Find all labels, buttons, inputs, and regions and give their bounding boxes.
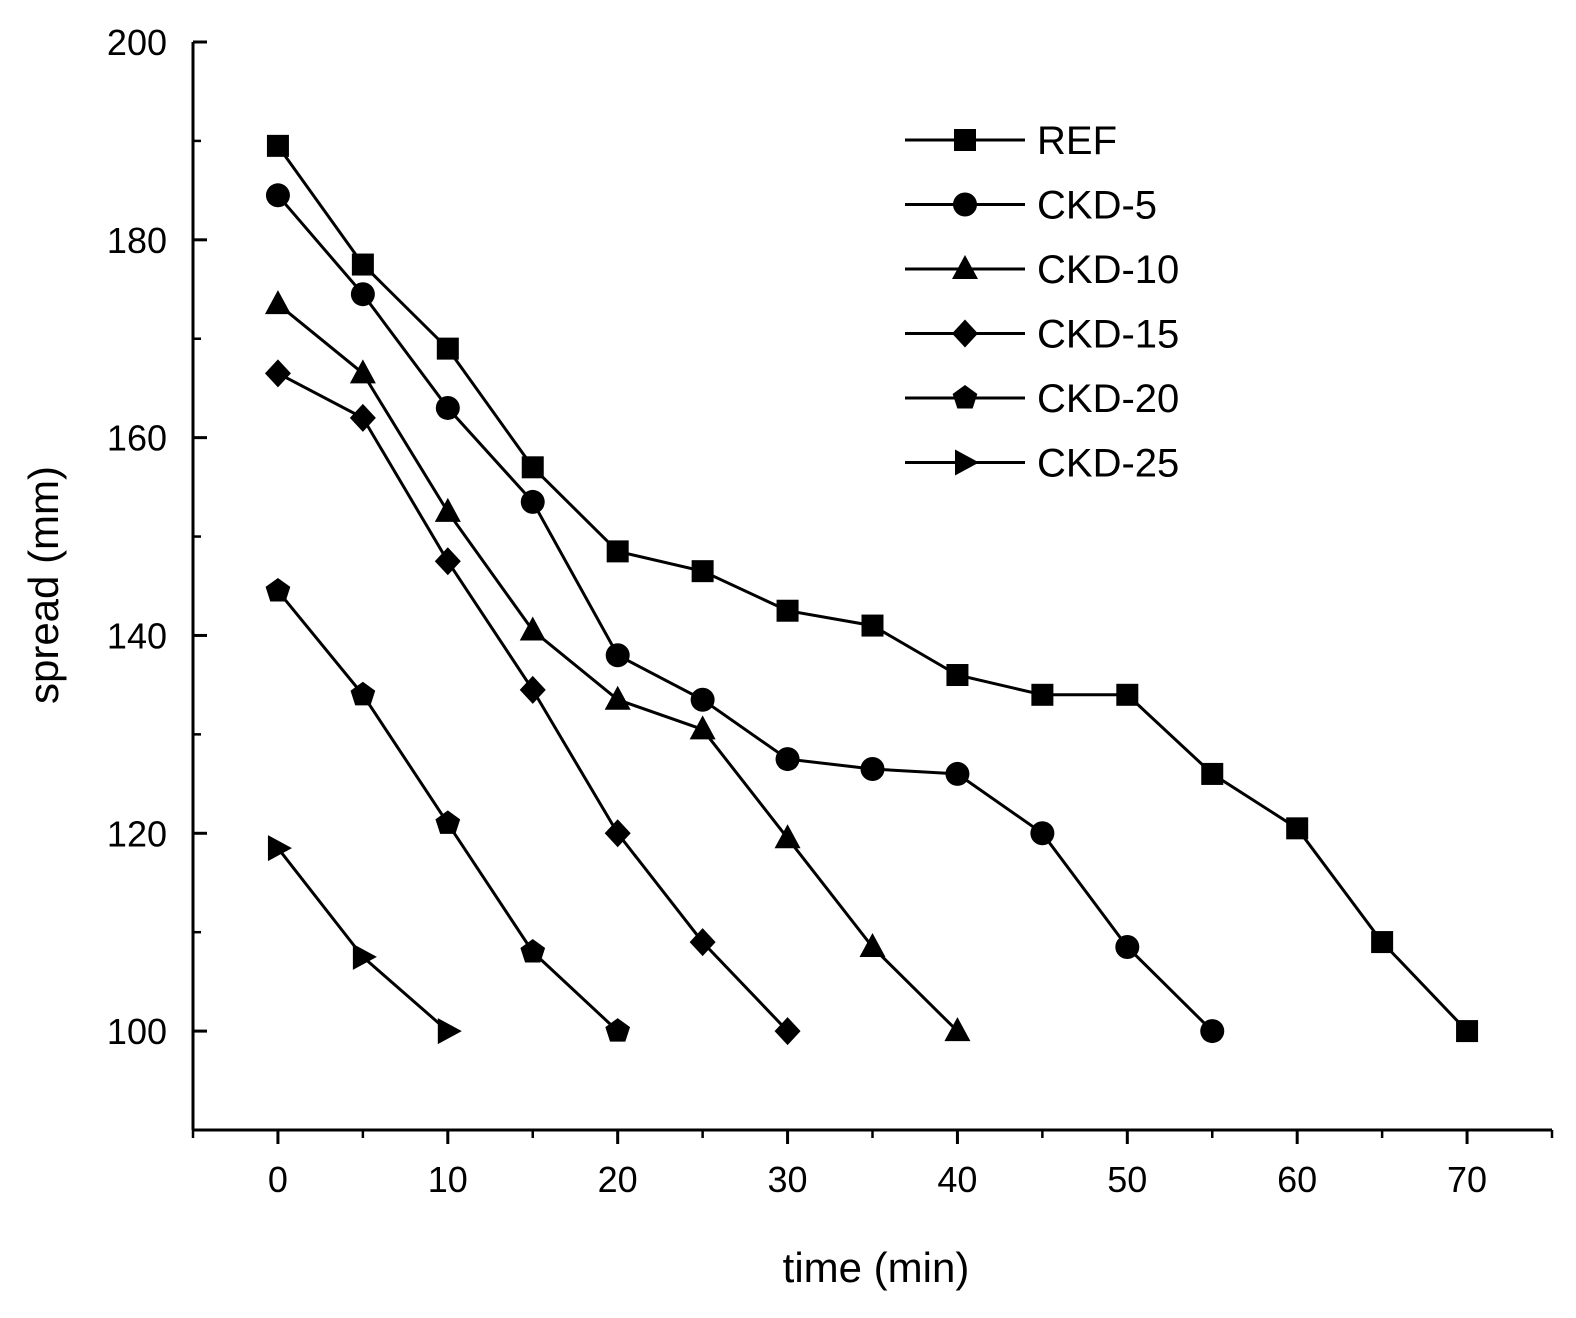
y-tick-label: 100 [107,1011,167,1052]
legend-marker-pentagon [952,385,978,409]
data-point-ckd-5 [435,395,460,420]
legend-item-ckd-5: CKD-5 [905,184,1157,228]
legend-marker-square [954,129,976,151]
legend-marker-triangle-right [955,449,979,476]
series-layer [264,134,1479,1046]
data-point-ckd-5 [1030,821,1055,846]
x-tick-label: 10 [428,1159,468,1200]
data-point-ref [436,337,459,360]
data-point-ckd-5 [605,643,630,668]
data-point-ref [946,664,969,687]
y-tick-label: 120 [107,813,167,854]
data-point-ref [1031,683,1054,706]
data-point-ckd-10 [604,685,631,710]
data-point-ckd-25 [267,835,292,862]
data-point-ckd-10 [434,497,461,522]
data-point-ref [1371,931,1394,954]
data-point-ref [1201,762,1224,785]
data-point-ckd-15 [519,675,546,704]
data-point-ckd-15 [349,403,376,432]
x-axis-title: time (min) [783,1244,970,1291]
data-point-ckd-5 [520,489,545,514]
y-tick-label: 180 [107,220,167,261]
legend-label: CKD-10 [1037,248,1179,292]
data-point-ckd-25 [437,1018,462,1045]
data-point-ckd-20 [350,681,376,706]
data-point-ref [1286,817,1309,840]
data-point-ref [351,253,374,276]
data-point-ckd-10 [689,715,716,740]
legend: REF CKD-5 CKD-10 CKD-15 CKD-20 CKD-25 [905,119,1179,486]
data-point-ckd-10 [349,359,376,384]
y-tick-label: 160 [107,418,167,459]
data-point-ckd-10 [264,290,291,315]
data-point-ckd-15 [264,359,291,388]
data-point-ref [521,456,544,479]
data-point-ckd-5 [350,282,375,307]
x-tick-label: 20 [598,1159,638,1200]
data-point-ckd-25 [352,943,377,970]
legend-item-ref: REF [905,119,1117,163]
data-point-ckd-5 [690,687,715,712]
data-point-ckd-20 [520,938,546,963]
series-ref [266,134,1479,1043]
data-point-ckd-10 [774,824,801,849]
data-point-ckd-5 [265,183,290,208]
data-point-ckd-20 [605,1018,631,1042]
data-point-ckd-5 [1200,1019,1225,1044]
x-tick-label: 50 [1107,1159,1147,1200]
data-point-ref [1116,683,1139,706]
data-point-ckd-20 [435,810,461,834]
legend-marker-circle [953,192,977,217]
data-point-ref [266,134,289,157]
data-point-ckd-15 [689,928,716,957]
legend-label: REF [1037,119,1117,163]
data-point-ckd-10 [519,616,546,641]
y-axis-title: spread (mm) [20,466,67,704]
series-ckd-10 [264,290,971,1042]
data-point-ckd-15 [604,819,631,848]
legend-item-ckd-10: CKD-10 [905,248,1179,292]
x-tick-label: 0 [268,1159,288,1200]
legend-item-ckd-20: CKD-20 [905,377,1179,421]
data-point-ref [606,540,629,563]
y-tick-label: 140 [107,615,167,656]
series-ckd-25 [267,835,462,1045]
legend-label: CKD-25 [1037,442,1179,486]
legend-label: CKD-15 [1037,313,1179,357]
data-point-ckd-5 [775,747,800,772]
data-point-ckd-15 [774,1017,801,1046]
series-ckd-5 [265,183,1225,1044]
legend-item-ckd-25: CKD-25 [905,442,1179,486]
data-point-ckd-15 [434,547,461,576]
legend-item-ckd-15: CKD-15 [905,313,1179,357]
x-tick-label: 60 [1277,1159,1317,1200]
legend-marker-triangle [952,255,978,279]
y-tick-label: 200 [107,22,167,63]
series-ckd-20 [265,577,631,1042]
data-point-ckd-10 [944,1017,971,1042]
data-point-ckd-5 [945,761,970,786]
data-point-ref [1456,1020,1479,1043]
data-point-ref [691,560,714,583]
data-point-ckd-10 [859,933,886,958]
x-tick-label: 30 [768,1159,808,1200]
data-point-ref [861,614,884,637]
data-point-ckd-5 [860,756,885,781]
axes: 100 120 140 160 180 200 0 10 20 30 40 50 60 70 [107,22,1554,1200]
data-point-ref [776,599,799,622]
data-point-ckd-5 [1115,935,1140,960]
x-tick-label: 70 [1447,1159,1487,1200]
data-point-ckd-20 [265,577,291,602]
x-tick-label: 40 [937,1159,977,1200]
legend-label: CKD-5 [1037,184,1157,228]
legend-marker-diamond [952,319,978,348]
legend-label: CKD-20 [1037,377,1179,421]
series-ckd-15 [264,359,801,1046]
series-line-ckd-5 [276,194,1214,1033]
